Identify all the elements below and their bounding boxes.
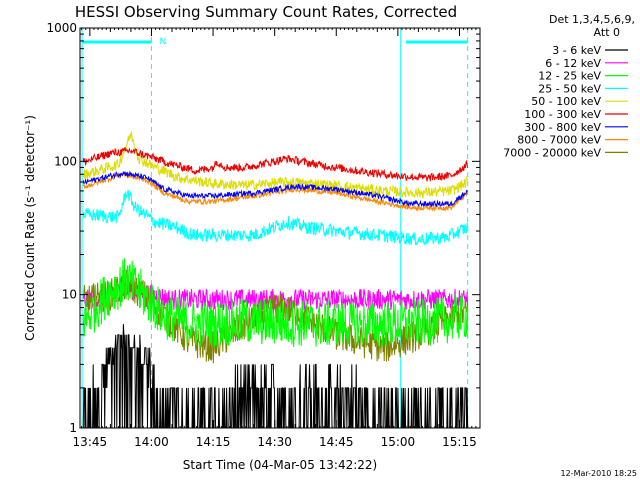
x-tick-label: 15:00 [381, 435, 416, 449]
legend-label: 800 - 7000 keV [517, 134, 601, 147]
legend-label: 12 - 25 keV [538, 70, 601, 83]
legend-label: 300 - 800 keV [524, 121, 601, 134]
x-tick-label: 14:30 [257, 435, 292, 449]
x-tick-label: 14:15 [196, 435, 231, 449]
legend-label: 50 - 100 keV [531, 95, 601, 108]
x-tick-label: 14:45 [319, 435, 354, 449]
y-tick-label: 10 [62, 288, 77, 302]
legend-label: 3 - 6 keV [552, 44, 601, 57]
legend-label: 7000 - 20000 keV [503, 146, 601, 159]
legend-label: 100 - 300 keV [524, 108, 601, 121]
x-axis-label: Start Time (04-Mar-05 13:42:22) [183, 458, 377, 472]
plot-area: N [82, 28, 468, 428]
legend-header-detectors: Det 1,3,4,5,6,9, [549, 13, 635, 26]
chart-title: HESSI Observing Summary Count Rates, Cor… [75, 3, 457, 21]
x-tick-label: 15:15 [442, 435, 477, 449]
series-line [83, 172, 467, 207]
series-line [83, 190, 467, 245]
y-tick-label: 100 [54, 154, 77, 168]
y-tick-label: 1000 [46, 21, 77, 35]
legend-header-attenuator: Att 0 [594, 26, 620, 39]
footer-timestamp: 12-Mar-2010 18:25 [561, 469, 638, 478]
legend-label: 25 - 50 keV [538, 82, 601, 95]
night-flag-label: N [159, 37, 166, 47]
x-tick-label: 13:45 [73, 435, 108, 449]
y-axis-label: Corrected Count Rate (s⁻¹ detector⁻¹) [23, 115, 37, 341]
legend-label: 6 - 12 keV [545, 57, 601, 70]
x-tick-label: 14:00 [134, 435, 169, 449]
y-tick-label: 1 [69, 421, 77, 435]
